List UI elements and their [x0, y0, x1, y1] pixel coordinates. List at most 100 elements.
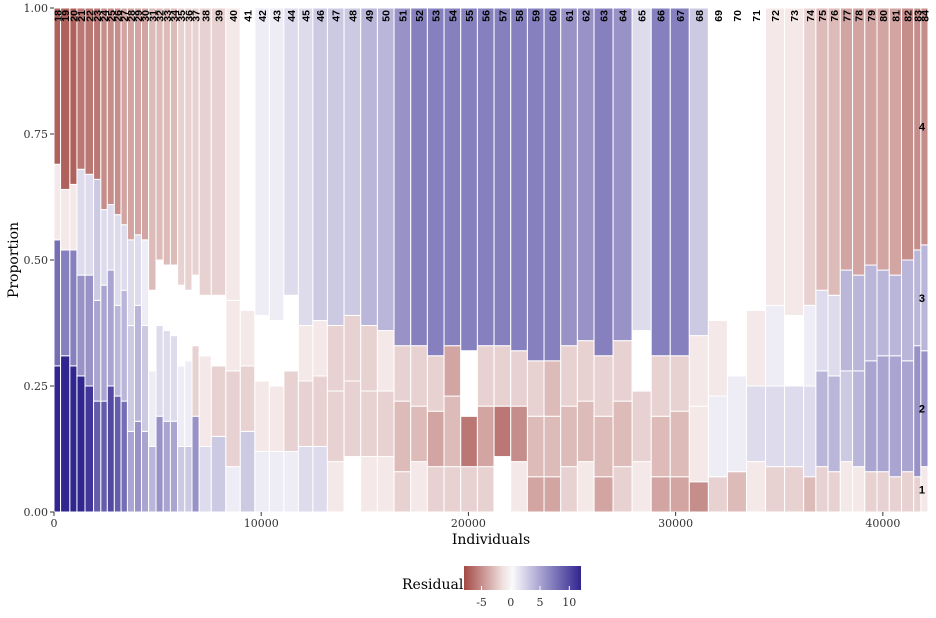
mosaic-cell-24-2 — [100, 284, 108, 402]
mosaic-cell-21-2 — [76, 274, 86, 377]
column-label: 20 — [68, 10, 80, 22]
category-label-1: 1 — [919, 484, 925, 496]
mosaic-cell-29-1 — [133, 420, 142, 513]
mosaic-cell-45-2 — [297, 380, 314, 447]
mosaic-cell-42-4 — [254, 7, 270, 316]
mosaic-cell-63-1 — [593, 476, 614, 513]
mosaic-cell-64-2 — [612, 400, 633, 468]
mosaic-cell-75-4 — [815, 7, 829, 291]
column-label: 54 — [447, 10, 459, 22]
mosaic-cell-80-2 — [876, 355, 890, 473]
mosaic-cell-57-3 — [493, 345, 512, 407]
column-label: 43 — [272, 10, 284, 22]
column-label: 61 — [564, 10, 576, 22]
mosaic-cell-79-2 — [864, 360, 878, 473]
mosaic-cell-44-2 — [283, 370, 299, 453]
mosaic-cell-25-3 — [106, 204, 115, 271]
mosaic-cell-35-1 — [177, 445, 186, 513]
mosaic-cell-23-4 — [93, 7, 102, 180]
mosaic-cell-76-2 — [827, 375, 841, 473]
mosaic-cell-20-4 — [69, 7, 78, 185]
mosaic-cell-78-1 — [852, 466, 866, 513]
mosaic-cell-68-1 — [688, 481, 709, 513]
mosaic-cell-79-3 — [864, 264, 878, 362]
category-label-2: 2 — [919, 404, 925, 416]
x-tick-label: 0 — [51, 517, 58, 530]
column-label: 72 — [770, 10, 782, 22]
column-label: 75 — [817, 10, 829, 22]
mosaic-cell-67-4 — [669, 7, 690, 357]
column-label: 83 — [912, 10, 924, 22]
mosaic-cell-47-2 — [326, 390, 345, 463]
x-axis-title: Individuals — [452, 532, 530, 548]
column-label: 79 — [866, 10, 878, 22]
mosaic-cell-72-4 — [765, 7, 786, 306]
mosaic-cell-34-1 — [169, 420, 179, 513]
mosaic-cell-73-2 — [784, 385, 805, 468]
column-label: 40 — [228, 10, 240, 22]
mosaic-cell-20-1 — [69, 365, 78, 513]
mosaic-cell-29-2 — [133, 304, 142, 422]
mosaic-cell-61-2 — [560, 405, 578, 468]
mosaic-cell-69-3 — [707, 319, 728, 397]
mosaic-cell-79-1 — [864, 471, 878, 513]
mosaic-cell-76-3 — [827, 294, 841, 377]
mosaic-cell-59-3 — [526, 360, 545, 417]
mosaic-cell-35-3 — [177, 284, 186, 367]
mosaic-cell-57-2 — [493, 405, 512, 458]
mosaic-cell-65-3 — [631, 330, 652, 392]
y-tick-label: 0.25 — [24, 380, 49, 393]
mosaic-cell-41-1 — [239, 430, 256, 513]
mosaic-cell-50-1 — [376, 456, 395, 513]
mosaic-cell-25-4 — [106, 7, 115, 206]
mosaic-cell-63-3 — [593, 355, 614, 417]
column-label: 22 — [84, 10, 96, 22]
mosaic-cell-54-1 — [443, 466, 462, 513]
legend-tick-label: -5 — [476, 596, 487, 609]
mosaic-cell-29-4 — [133, 7, 142, 236]
mosaic-cell-43-2 — [268, 385, 285, 453]
mosaic-cell-49-1 — [360, 456, 378, 513]
mosaic-cell-24-4 — [100, 7, 108, 211]
mosaic-cell-62-1 — [576, 461, 595, 513]
mosaic-cell-50-4 — [376, 7, 395, 332]
mosaic-cell-19-3 — [60, 188, 71, 251]
mosaic-cell-22-3 — [84, 173, 95, 276]
mosaic-cell-66-1 — [650, 476, 671, 513]
mosaic-cell-59-4 — [526, 7, 545, 362]
mosaic-cell-18-1 — [53, 365, 62, 513]
mosaic-cell-77-4 — [839, 7, 854, 271]
mosaic-cell-72-1 — [765, 466, 786, 513]
mosaic-cell-20-3 — [69, 183, 78, 251]
column-label: 77 — [841, 10, 853, 22]
mosaic-cell-53-3 — [426, 355, 445, 412]
mosaic-cell-73-4 — [784, 7, 805, 316]
column-label: 45 — [301, 10, 313, 22]
mosaic-cell-54-2 — [443, 395, 462, 468]
mosaic-cell-71-4 — [745, 7, 767, 311]
column-label: 19 — [60, 10, 72, 22]
column-label: 66 — [656, 10, 668, 22]
mosaic-cell-30-2 — [140, 325, 150, 432]
column-label: 25 — [106, 10, 118, 22]
mosaic-cell-43-4 — [268, 7, 285, 321]
mosaic-cell-68-2 — [688, 405, 709, 483]
mosaic-cell-38-1 — [198, 445, 212, 513]
mosaic-cell-52-1 — [410, 461, 428, 513]
mosaic-cell-66-4 — [650, 7, 671, 357]
mosaic-cell-75-3 — [815, 289, 829, 372]
y-tick-label: 0.50 — [24, 254, 49, 267]
mosaic-cell-28-4 — [126, 7, 135, 241]
column-label: 30 — [140, 10, 152, 22]
column-label: 21 — [76, 10, 88, 22]
mosaic-cell-27-2 — [120, 289, 128, 402]
mosaic-cell-27-4 — [120, 7, 128, 226]
mosaic-cell-69-4 — [707, 7, 728, 321]
mosaic-cell-48-3 — [343, 314, 362, 382]
column-label: 39 — [214, 10, 226, 22]
column-label: 81 — [890, 10, 902, 22]
column-label: 56 — [481, 10, 493, 22]
column-label: 68 — [694, 10, 706, 22]
mosaic-cell-77-3 — [839, 269, 854, 372]
mosaic-cell-58-1 — [510, 461, 528, 513]
